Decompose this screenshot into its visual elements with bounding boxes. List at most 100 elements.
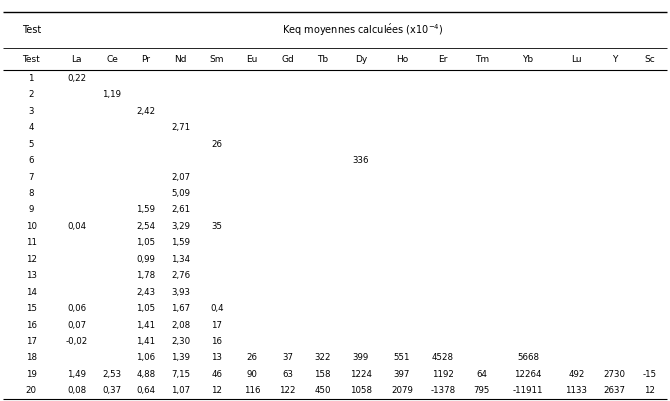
- Text: 14: 14: [25, 288, 37, 297]
- Text: Test: Test: [21, 25, 41, 35]
- Text: 4,88: 4,88: [137, 370, 155, 379]
- Text: 12: 12: [25, 255, 37, 264]
- Text: 46: 46: [212, 370, 222, 379]
- Text: 64: 64: [476, 370, 487, 379]
- Text: 336: 336: [352, 156, 369, 165]
- Text: 2: 2: [29, 90, 34, 99]
- Text: 16: 16: [25, 320, 37, 330]
- Text: 17: 17: [212, 320, 222, 330]
- Text: Gd: Gd: [281, 55, 294, 64]
- Text: 397: 397: [394, 370, 410, 379]
- Text: 37: 37: [282, 353, 293, 363]
- Text: 0,07: 0,07: [67, 320, 86, 330]
- Text: 1,19: 1,19: [103, 90, 121, 99]
- Text: 7,15: 7,15: [172, 370, 190, 379]
- Text: 2,61: 2,61: [172, 205, 190, 215]
- Text: Nd: Nd: [175, 55, 187, 64]
- Text: 1,49: 1,49: [67, 370, 86, 379]
- Text: Eu: Eu: [247, 55, 258, 64]
- Text: 26: 26: [212, 140, 222, 149]
- Text: 12: 12: [644, 386, 655, 395]
- Text: 63: 63: [282, 370, 293, 379]
- Text: 1,78: 1,78: [137, 271, 155, 280]
- Text: 0,22: 0,22: [67, 74, 86, 83]
- Text: 1,05: 1,05: [137, 238, 155, 247]
- Text: 3: 3: [29, 107, 34, 116]
- Text: 2637: 2637: [604, 386, 626, 395]
- Text: 551: 551: [393, 353, 410, 363]
- Text: 1: 1: [29, 74, 34, 83]
- Text: -11911: -11911: [513, 386, 543, 395]
- Text: 13: 13: [212, 353, 222, 363]
- Text: Pr: Pr: [141, 55, 151, 64]
- Text: 2079: 2079: [391, 386, 413, 395]
- Text: 5: 5: [29, 140, 34, 149]
- Text: 2,30: 2,30: [172, 337, 190, 346]
- Text: 0,4: 0,4: [210, 304, 224, 313]
- Text: 0,04: 0,04: [67, 222, 86, 231]
- Text: 322: 322: [314, 353, 331, 363]
- Text: 13: 13: [25, 271, 37, 280]
- Text: 3,93: 3,93: [172, 288, 190, 297]
- Text: 1,06: 1,06: [137, 353, 155, 363]
- Text: 0,99: 0,99: [137, 255, 155, 264]
- Text: 16: 16: [212, 337, 222, 346]
- Text: Dy: Dy: [354, 55, 367, 64]
- Text: -15: -15: [643, 370, 657, 379]
- Text: 1,39: 1,39: [172, 353, 190, 363]
- Text: 1224: 1224: [350, 370, 372, 379]
- Text: 122: 122: [279, 386, 295, 395]
- Text: 2,43: 2,43: [137, 288, 155, 297]
- Text: 1,07: 1,07: [172, 386, 190, 395]
- Text: Lu: Lu: [571, 55, 582, 64]
- Text: 20: 20: [25, 386, 37, 395]
- Text: 17: 17: [25, 337, 37, 346]
- Text: 1,34: 1,34: [172, 255, 190, 264]
- Text: 2,53: 2,53: [103, 370, 121, 379]
- Text: 2,42: 2,42: [137, 107, 155, 116]
- Text: 26: 26: [247, 353, 258, 363]
- Text: 2,76: 2,76: [172, 271, 190, 280]
- Text: Yb: Yb: [523, 55, 533, 64]
- Text: 0,64: 0,64: [137, 386, 155, 395]
- Text: 7: 7: [29, 172, 34, 182]
- Text: Sm: Sm: [210, 55, 224, 64]
- Text: 8: 8: [29, 189, 34, 198]
- Text: Keq moyennes calcul$\mathrm{\acute{e}}$es (x10$^{-4}$): Keq moyennes calcul$\mathrm{\acute{e}}$e…: [282, 22, 444, 38]
- Text: 3,29: 3,29: [172, 222, 190, 231]
- Text: Ce: Ce: [106, 55, 118, 64]
- Text: 1,41: 1,41: [137, 320, 155, 330]
- Text: Ho: Ho: [396, 55, 408, 64]
- Text: 18: 18: [25, 353, 37, 363]
- Text: 795: 795: [474, 386, 490, 395]
- Text: 0,06: 0,06: [67, 304, 86, 313]
- Text: 0,37: 0,37: [103, 386, 121, 395]
- Text: 15: 15: [25, 304, 37, 313]
- Text: 35: 35: [212, 222, 222, 231]
- Text: 90: 90: [247, 370, 258, 379]
- Text: 5,09: 5,09: [172, 189, 190, 198]
- Text: 12264: 12264: [515, 370, 542, 379]
- Text: 10: 10: [25, 222, 37, 231]
- Text: 4528: 4528: [432, 353, 454, 363]
- Text: 158: 158: [314, 370, 331, 379]
- Text: 9: 9: [29, 205, 34, 215]
- Text: 1,59: 1,59: [137, 205, 155, 215]
- Text: 4: 4: [29, 123, 34, 132]
- Text: 2,08: 2,08: [172, 320, 190, 330]
- Text: Tb: Tb: [317, 55, 328, 64]
- Text: 0,08: 0,08: [67, 386, 86, 395]
- Text: -0,02: -0,02: [66, 337, 88, 346]
- Text: 5668: 5668: [517, 353, 539, 363]
- Text: Sc: Sc: [644, 55, 655, 64]
- Text: 492: 492: [568, 370, 585, 379]
- Text: 116: 116: [244, 386, 261, 395]
- Text: 2730: 2730: [604, 370, 626, 379]
- Text: 399: 399: [352, 353, 369, 363]
- Text: 6: 6: [29, 156, 34, 165]
- Text: Tm: Tm: [475, 55, 489, 64]
- Text: 2,71: 2,71: [172, 123, 190, 132]
- Text: 19: 19: [25, 370, 37, 379]
- Text: 1,05: 1,05: [137, 304, 155, 313]
- Text: Test: Test: [22, 55, 40, 64]
